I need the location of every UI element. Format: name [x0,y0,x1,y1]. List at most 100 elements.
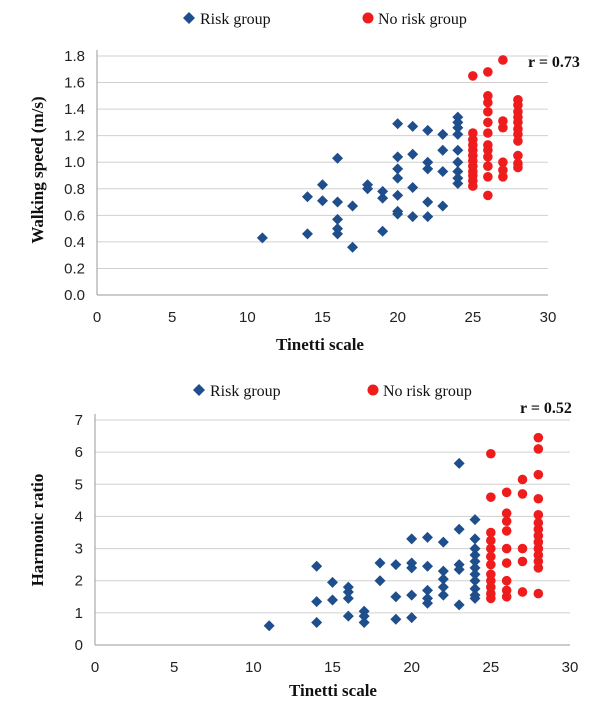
risk-group-point [390,559,402,571]
risk-group-point [469,543,481,555]
risk-group-point [422,211,434,223]
risk-group-point [407,148,419,160]
risk-group-point [332,213,344,225]
no-risk-group-point [483,67,493,77]
x-axis-title: Tinetti scale [276,335,364,354]
risk-group-point [406,589,418,601]
x-tick-label: 30 [540,309,557,326]
x-tick-label: 10 [239,309,256,326]
risk-group-point [437,128,449,140]
risk-group-point [358,610,370,622]
no-risk-group-point [486,559,496,570]
risk-group-point [347,241,359,253]
risk-group-point [317,179,328,191]
risk-group-point [469,568,481,580]
risk-group-point [437,573,449,585]
y-tick-label: 7 [75,412,83,429]
no-risk-group-point [501,591,512,602]
no-risk-group-point [501,543,512,554]
risk-group-point [327,594,338,606]
no-risk-group-point [468,128,478,138]
no-risk-group-point [517,556,528,567]
no-risk-group-point [513,129,523,140]
risk-group-point [422,156,434,168]
y-tick-label: 5 [75,476,83,493]
risk-group-point [390,613,402,625]
risk-group-point [469,583,481,595]
risk-group-point [437,144,449,156]
y-tick-label: 4 [75,508,83,525]
legend-marker-no-risk-group [362,12,374,24]
no-risk-group-point [483,97,493,108]
risk-group-point [392,208,404,220]
no-risk-group-point [483,106,493,117]
y-tick-label: 0.4 [64,234,85,251]
no-risk-group-point [468,71,478,81]
risk-group-point [392,151,404,163]
x-tick-label: 25 [464,309,481,326]
no-risk-group-point [498,122,508,133]
legend-label-no-risk-group: No risk group [383,383,472,400]
risk-group-point [377,192,389,204]
no-risk-group-point [483,190,493,201]
x-tick-label: 0 [93,309,101,326]
no-risk-group-point [501,516,512,527]
risk-group-point [332,228,344,240]
no-risk-group-point [533,493,544,504]
x-tick-label: 5 [168,309,176,326]
risk-group-point [301,191,313,203]
x-tick-label: 20 [403,659,420,676]
y-tick-labels: 0 1 2 3 4 5 6 7 [75,412,83,654]
legend-marker-risk-group [183,12,195,24]
risk-group-point [469,592,481,604]
x-axis-title: Tinetti scale [289,681,377,700]
risk-group-point [469,575,481,587]
no-risk-group-point [483,91,493,101]
no-risk-group-point [483,117,493,128]
risk-group-point [392,118,404,130]
no-risk-group-point [498,165,508,175]
no-risk-group-point [501,575,512,586]
no-risk-group-point [501,526,512,536]
risk-group-point [422,584,433,596]
x-tick-labels: 0 5 10 15 20 25 30 [91,659,579,676]
no-risk-group-point [483,128,493,138]
risk-group-point [362,183,374,195]
no-risk-group-point [517,474,528,485]
no-risk-group-point [486,492,496,502]
risk-group-point [469,533,481,545]
y-tick-label: 0.6 [64,207,85,224]
no-risk-group-point [513,100,523,110]
no-risk-group-point [498,172,508,182]
risk-group-point [301,228,313,240]
x-tick-label: 15 [314,309,331,326]
axes [94,414,570,646]
walking-speed-chart: Risk group No risk group 0.0 0.2 0.4 0.6 0.8… [28,11,580,354]
y-axis-title: Walking speed (m/s) [28,96,47,243]
risk-group-point [469,562,481,574]
y-tick-label: 1.2 [64,128,85,145]
risk-group-point [407,181,419,193]
x-tick-labels: 0 5 10 15 20 25 30 [93,309,557,326]
no-risk-group-point [501,508,512,519]
no-risk-group-point [533,588,544,599]
risk-group-point [392,163,404,175]
y-tick-label: 3 [75,541,83,558]
data-points [256,55,523,253]
risk-group-point [311,560,323,572]
no-risk-group-point [513,162,523,173]
risk-group-point [452,122,464,134]
x-tick-label: 30 [562,659,579,676]
legend: Risk group No risk group [193,383,472,400]
no-risk-group-point [501,487,512,498]
y-tick-label: 1.4 [64,101,85,118]
legend-label-risk-group: Risk group [200,11,271,28]
legend-marker-no-risk-group [367,384,379,396]
legend: Risk group No risk group [183,11,467,28]
risk-group-point [317,195,328,207]
risk-group-point [453,563,465,575]
risk-group-point [469,555,481,567]
no-risk-group-point [517,587,528,597]
correlation-label: r = 0.73 [528,54,580,71]
